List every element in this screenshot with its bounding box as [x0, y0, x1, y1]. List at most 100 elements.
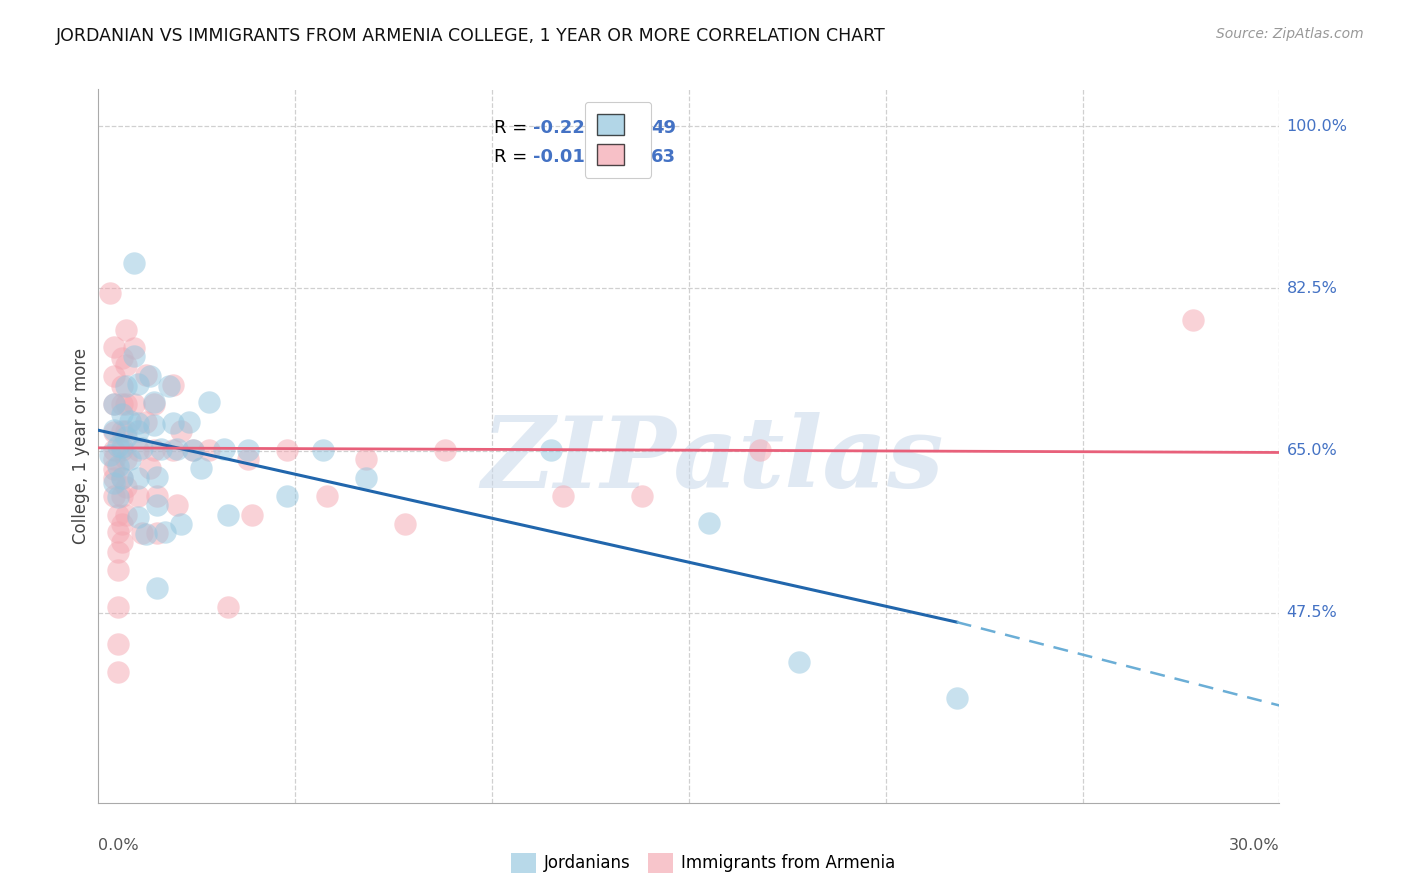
Point	[162, 416, 184, 430]
Point	[103, 397, 125, 411]
Point	[162, 442, 184, 457]
Text: 30.0%: 30.0%	[1229, 838, 1279, 854]
Point	[394, 516, 416, 531]
Point	[118, 452, 141, 467]
Point	[103, 442, 125, 457]
Point	[118, 414, 141, 428]
Y-axis label: College, 1 year or more: College, 1 year or more	[72, 348, 90, 544]
Text: Source: ZipAtlas.com: Source: ZipAtlas.com	[1216, 27, 1364, 41]
Point	[98, 448, 121, 462]
Point	[107, 490, 129, 504]
Point	[111, 442, 134, 457]
Text: R =: R =	[494, 120, 533, 137]
Point	[127, 442, 149, 457]
Point	[433, 442, 456, 457]
Point	[115, 452, 138, 467]
Point	[166, 498, 188, 512]
Point	[697, 516, 720, 530]
Point	[236, 452, 259, 467]
Point	[107, 439, 129, 453]
Point	[111, 535, 134, 549]
Point	[115, 424, 138, 438]
Point	[103, 476, 125, 491]
Point	[276, 489, 298, 503]
Point	[166, 442, 188, 456]
Point	[138, 369, 160, 384]
Point	[107, 459, 129, 474]
Text: -0.222: -0.222	[533, 120, 598, 137]
Point	[131, 441, 153, 455]
Point	[214, 442, 236, 456]
Text: 82.5%: 82.5%	[1286, 281, 1337, 296]
Point	[217, 508, 239, 522]
Point	[312, 442, 335, 457]
Point	[122, 397, 145, 411]
Point	[157, 378, 180, 392]
Point	[115, 508, 138, 522]
Point	[98, 286, 121, 301]
Point	[190, 461, 212, 475]
Point	[107, 563, 129, 577]
Point	[103, 369, 125, 384]
Text: JORDANIAN VS IMMIGRANTS FROM ARMENIA COLLEGE, 1 YEAR OR MORE CORRELATION CHART: JORDANIAN VS IMMIGRANTS FROM ARMENIA COL…	[56, 27, 886, 45]
Point	[181, 442, 204, 457]
Point	[111, 516, 134, 531]
Point	[111, 351, 134, 365]
Point	[787, 655, 810, 669]
Point	[135, 527, 157, 541]
Point	[142, 442, 165, 457]
Point	[103, 425, 125, 439]
Point	[146, 469, 169, 483]
Point	[103, 340, 125, 354]
Point	[122, 341, 145, 355]
Point	[127, 424, 149, 438]
Point	[170, 516, 193, 531]
Point	[748, 442, 770, 457]
Point	[142, 395, 165, 409]
Point	[945, 691, 967, 706]
Point	[146, 498, 169, 512]
Point	[240, 508, 263, 522]
Point	[354, 452, 377, 467]
Text: 63: 63	[651, 148, 676, 166]
Point	[127, 510, 149, 524]
Point	[630, 489, 652, 503]
Point	[111, 424, 134, 438]
Point	[146, 581, 169, 595]
Text: 49: 49	[651, 120, 676, 137]
Point	[135, 415, 157, 429]
Point	[115, 397, 138, 411]
Point	[146, 489, 169, 503]
Point	[111, 378, 134, 392]
Point	[107, 600, 129, 615]
Point	[315, 489, 337, 503]
Point	[111, 470, 134, 484]
Point	[127, 489, 149, 503]
Point	[103, 462, 125, 476]
Point	[107, 637, 129, 651]
Point	[103, 470, 125, 484]
Point	[103, 489, 125, 503]
Point	[115, 323, 138, 337]
Point	[181, 442, 204, 457]
Point	[107, 544, 129, 558]
Point	[155, 525, 177, 540]
Text: R =: R =	[494, 148, 533, 166]
Point	[131, 526, 153, 541]
Point	[111, 397, 134, 411]
Text: -0.016: -0.016	[533, 148, 598, 166]
Point	[127, 470, 149, 484]
Point	[103, 452, 125, 467]
Point	[115, 378, 138, 392]
Point	[122, 349, 145, 363]
Point	[142, 417, 165, 432]
Point	[111, 489, 134, 503]
Point	[103, 423, 125, 437]
Text: N =: N =	[619, 120, 658, 137]
Point	[115, 480, 138, 494]
Point	[540, 442, 562, 457]
Text: N =: N =	[619, 148, 658, 166]
Text: 0.0%: 0.0%	[98, 838, 139, 854]
Point	[551, 489, 574, 503]
Point	[1181, 313, 1204, 327]
